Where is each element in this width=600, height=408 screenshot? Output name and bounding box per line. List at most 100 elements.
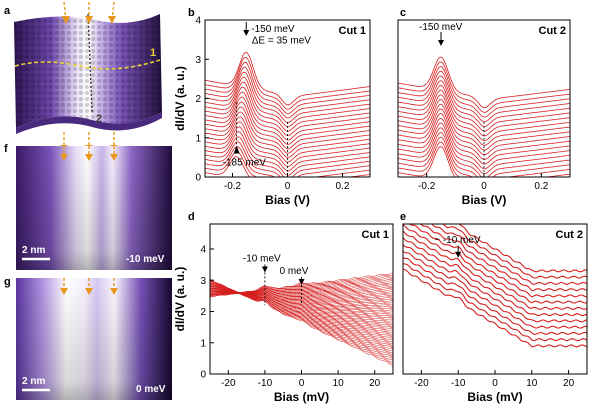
y-axis-label: dI/dV (a. u.) bbox=[173, 66, 187, 131]
spectrum-curve bbox=[398, 61, 570, 113]
y-axis-label: dI/dV (a. u.) bbox=[173, 267, 187, 332]
surface-front-edge bbox=[16, 112, 162, 134]
spectrum-curve bbox=[398, 146, 456, 177]
y-tick-label: 0 bbox=[200, 370, 206, 381]
spectrum-curve bbox=[205, 156, 251, 177]
spectrum-curve bbox=[205, 101, 370, 150]
x-tick-label: -0.2 bbox=[224, 181, 242, 192]
spectrum-curve bbox=[205, 111, 370, 159]
arrows-top-a bbox=[62, 1, 116, 24]
annotation: -150 meV bbox=[419, 22, 463, 33]
panel-label: c bbox=[400, 7, 406, 19]
cut-label: Cut 2 bbox=[556, 229, 584, 241]
scalebar-label-g: 2 nm bbox=[22, 376, 45, 387]
spectrum-curve bbox=[205, 96, 370, 145]
x-axis-label: Bias (V) bbox=[462, 193, 507, 207]
spectrum-curve bbox=[403, 230, 587, 310]
arrows-g bbox=[60, 278, 118, 295]
x-axis-label: Bias (V) bbox=[265, 193, 310, 207]
spectrum-curve bbox=[398, 127, 570, 177]
x-tick-label: 0 bbox=[492, 378, 498, 389]
energy-label-f: -10 meV bbox=[126, 254, 165, 265]
y-tick-label: 3 bbox=[200, 276, 206, 287]
x-tick-label: 20 bbox=[563, 378, 575, 389]
y-tick-label: 1 bbox=[195, 133, 201, 144]
annotation: 0 meV bbox=[280, 266, 309, 277]
spectrum-curve bbox=[205, 61, 370, 115]
spectrum-curve bbox=[398, 136, 570, 177]
panel-f: f 2 nm -10 meV bbox=[4, 143, 172, 270]
spectrum-curve bbox=[398, 99, 570, 151]
panel-label: d bbox=[188, 211, 195, 223]
spectrum-curve bbox=[403, 224, 587, 304]
spectrum-curve bbox=[458, 224, 587, 273]
spectrum-curve bbox=[398, 117, 570, 170]
spectrum-curve bbox=[398, 66, 570, 118]
spectrum-curve bbox=[205, 106, 370, 154]
spectrum-curve bbox=[205, 76, 370, 128]
cut-label: Cut 1 bbox=[362, 229, 390, 241]
panel-label-g: g bbox=[4, 276, 11, 288]
x-tick-label: 10 bbox=[333, 378, 345, 389]
surface-texture bbox=[14, 14, 162, 128]
spectrum-curve bbox=[205, 51, 370, 106]
panel-label: b bbox=[188, 7, 195, 19]
spectrum-curve bbox=[205, 136, 370, 177]
x-tick-label: 20 bbox=[369, 378, 381, 389]
curves-c bbox=[398, 56, 570, 177]
cut-line-1-label: 1 bbox=[150, 47, 156, 59]
spectrum-curve bbox=[403, 244, 587, 323]
x-axis-label: Bias (mV) bbox=[467, 390, 522, 404]
x-tick-label: 10 bbox=[526, 378, 538, 389]
spectra-panel-e: -20 -10 0 10 20 Bias (mV) e Cut 2 ~ -10 meV bbox=[400, 211, 588, 404]
x-axis-label: Bias (mV) bbox=[274, 390, 329, 404]
spectrum-curve bbox=[398, 89, 570, 142]
spectrum-curve bbox=[403, 250, 587, 329]
x-tick-label: -20 bbox=[221, 378, 236, 389]
spectrum-curve bbox=[419, 224, 587, 292]
spectra-panel-d: -20 -10 0 10 20 0 1 2 3 4 Bias (mV) dI/dV (a. u.) d C… bbox=[173, 211, 394, 404]
cut-line-2-label: 2 bbox=[96, 113, 102, 125]
spectrum-curve bbox=[403, 257, 587, 335]
panel-label-f: f bbox=[4, 143, 8, 155]
y-tick-label: 2 bbox=[200, 307, 206, 318]
panel-label: e bbox=[400, 211, 406, 223]
cut-line-1 bbox=[14, 59, 161, 70]
spectrum-curve bbox=[403, 237, 587, 317]
spectrum-curve bbox=[403, 263, 587, 342]
energy-label-g: 0 meV bbox=[136, 384, 166, 395]
plot-frame bbox=[402, 223, 588, 375]
panel-a: a 1 2 bbox=[4, 1, 162, 152]
cut-line-2 bbox=[87, 13, 93, 113]
annotation: -185 meV bbox=[223, 157, 267, 168]
x-tick-label: -10 bbox=[258, 378, 273, 389]
spectrum-curve bbox=[398, 132, 570, 177]
x-tick-label: 0 bbox=[481, 181, 487, 192]
x-tick-label: -20 bbox=[414, 378, 429, 389]
spectrum-curve bbox=[398, 141, 570, 177]
x-tick-label: 0.2 bbox=[336, 181, 350, 192]
x-tick-label: -0.2 bbox=[418, 181, 436, 192]
spectra-panel-b: -0.2 0 0.2 0 1 2 3 4 Bias (V) dI/dV (a. u.) b Cut 1… bbox=[173, 7, 371, 207]
x-tick-label: 0 bbox=[285, 181, 291, 192]
scalebar-label-f: 2 nm bbox=[22, 245, 45, 256]
x-tick-label: -10 bbox=[451, 378, 466, 389]
spectrum-curve bbox=[205, 151, 370, 177]
spectra-panel-c: -0.2 0 0.2 Bias (V) c Cut 2 -150 meV bbox=[397, 7, 571, 207]
annotation: -10 meV bbox=[243, 254, 281, 265]
y-tick-label: 3 bbox=[195, 55, 201, 66]
cut-label: Cut 2 bbox=[539, 25, 567, 37]
spectrum-curve bbox=[398, 56, 570, 108]
spectrum-curve bbox=[205, 57, 370, 110]
y-tick-label: 2 bbox=[195, 94, 201, 105]
cut-label: Cut 1 bbox=[339, 25, 367, 37]
spectrum-curve bbox=[431, 224, 587, 285]
spectrum-curve bbox=[205, 116, 370, 163]
y-tick-label: 4 bbox=[200, 245, 206, 256]
spectrum-curve bbox=[408, 224, 587, 298]
x-tick-label: 0.2 bbox=[534, 181, 548, 192]
annotation: -150 meV bbox=[251, 24, 295, 35]
spectrum-curve bbox=[398, 113, 570, 165]
annotation: ΔE = 35 meV bbox=[252, 36, 312, 47]
